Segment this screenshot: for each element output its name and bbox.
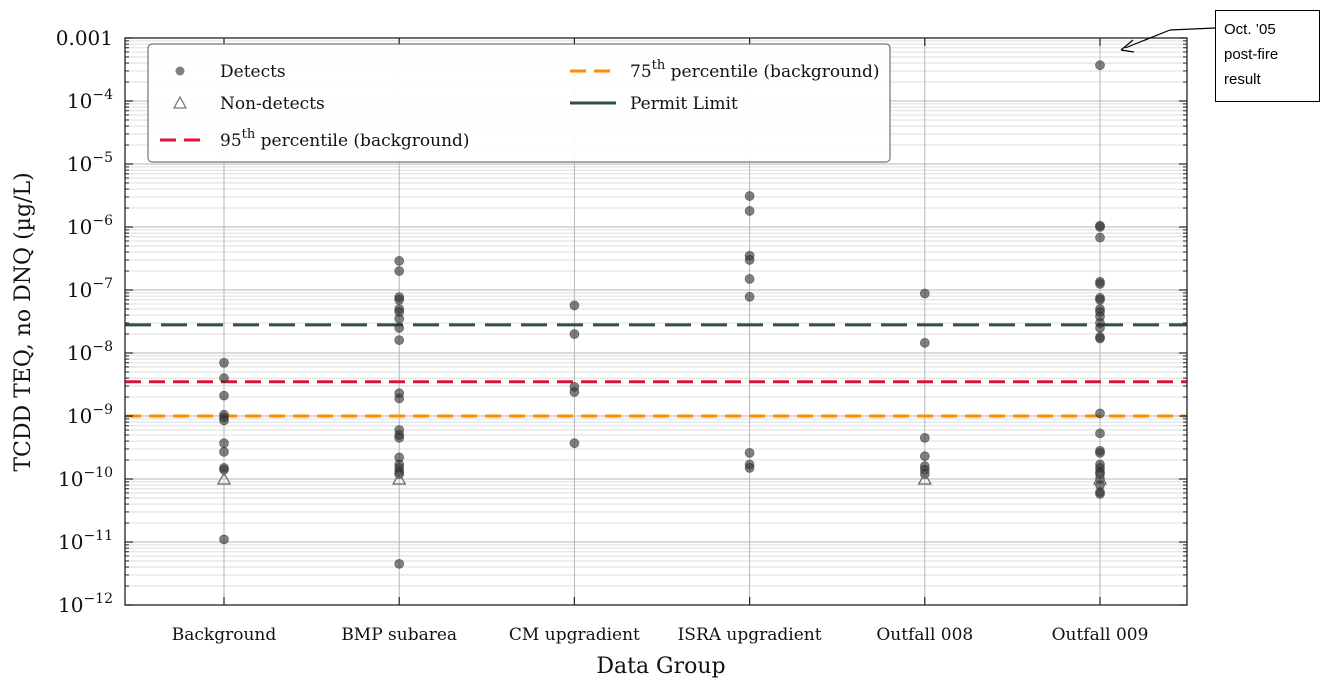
y-tick-label: 10−7 xyxy=(67,276,113,302)
detect-point xyxy=(1095,294,1105,305)
detect-point xyxy=(394,313,405,324)
annotation-callout: Oct. ’05 post-fire result xyxy=(1215,10,1320,102)
detect-point xyxy=(1095,323,1105,333)
detect-point xyxy=(744,291,755,302)
detect-point xyxy=(569,387,580,397)
detect-point xyxy=(1095,232,1105,243)
detect-point xyxy=(219,390,229,401)
y-axis-title: TCDD TEQ, no DNQ (µg/L) xyxy=(11,172,36,471)
callout-arrow xyxy=(1120,27,1216,53)
detect-point xyxy=(1095,428,1105,439)
detect-point xyxy=(744,191,755,201)
detect-point xyxy=(744,447,755,458)
x-tick-labels: Background BMP subarea CM upgradient ISRA u… xyxy=(172,625,1149,645)
detect-point xyxy=(394,393,405,404)
x-tick-label: BMP subarea xyxy=(341,625,457,645)
x-tick-label: Background xyxy=(172,625,277,645)
annotation-line: result xyxy=(1224,71,1261,88)
y-tick-label: 10−8 xyxy=(67,339,113,365)
y-tick-label: 10−4 xyxy=(67,87,113,113)
non-detect-point xyxy=(392,471,407,485)
plot-frame xyxy=(124,37,1188,606)
detect-point xyxy=(1095,333,1105,344)
detect-point xyxy=(744,463,755,473)
detect-point xyxy=(1095,489,1105,499)
x-tick-label: Outfall 009 xyxy=(1052,625,1149,645)
detect-point xyxy=(219,373,229,383)
detect-point xyxy=(1095,447,1105,458)
detect-point xyxy=(744,274,755,284)
detect-point xyxy=(744,255,755,265)
detect-point xyxy=(394,255,405,266)
legend-label: Non-detects xyxy=(220,94,325,114)
detect-point xyxy=(569,438,580,449)
y-tick-label: 10−6 xyxy=(67,213,113,239)
detect-point xyxy=(919,451,930,462)
detect-point xyxy=(394,558,405,569)
reference-lines xyxy=(125,323,1187,418)
x-tick-label: CM upgradient xyxy=(509,625,640,645)
data-points xyxy=(216,60,1108,569)
y-tick-label: 0.001 xyxy=(56,26,113,50)
legend-marker-detects xyxy=(175,66,185,76)
detect-point xyxy=(219,415,229,426)
detect-point xyxy=(744,206,755,216)
non-detect-point xyxy=(917,471,932,485)
non-detect-point xyxy=(1092,471,1108,485)
y-tick-label: 10−5 xyxy=(67,150,113,176)
detect-point xyxy=(569,329,580,339)
legend: Detects Non-detects 95th percentile (backg… xyxy=(147,43,891,163)
legend-label: Detects xyxy=(220,62,286,82)
detect-point xyxy=(1095,222,1105,232)
detect-point xyxy=(1095,408,1105,419)
detect-point xyxy=(394,294,405,305)
legend-label: Permit Limit xyxy=(630,94,738,114)
legend-marker-nondetects xyxy=(172,95,188,109)
detect-point xyxy=(394,323,405,333)
y-tick-label: 10−10 xyxy=(58,465,113,491)
axis-ticks xyxy=(125,37,1187,606)
x-tick-label: Outfall 008 xyxy=(876,625,973,645)
detect-point xyxy=(919,288,930,299)
legend-label: 95th percentile (background) xyxy=(220,127,470,151)
y-tick-label: 10−12 xyxy=(58,591,113,617)
y-tick-label: 10−11 xyxy=(58,528,113,554)
detect-point xyxy=(219,534,229,545)
detect-point xyxy=(219,438,229,449)
annotation-line: post-fire xyxy=(1224,46,1279,63)
detect-point xyxy=(919,337,930,348)
annotation-line: Oct. ’05 xyxy=(1224,21,1276,38)
detect-point xyxy=(1095,278,1105,289)
y-tick-labels: 10−12 10−11 10−10 10−9 10−8 10−7 10−6 10−5 10−4 0… xyxy=(56,26,113,617)
detect-point xyxy=(1095,60,1105,71)
detect-point xyxy=(394,335,405,346)
detect-point xyxy=(219,357,229,368)
y-tick-label: 10−9 xyxy=(67,402,113,428)
detect-point xyxy=(394,432,405,443)
detect-point xyxy=(919,432,930,443)
detect-point xyxy=(569,300,580,311)
legend-box xyxy=(147,43,891,163)
x-tick-label: ISRA upgradient xyxy=(678,625,822,645)
x-axis-title: Data Group xyxy=(596,654,725,679)
legend-label: 75th percentile (background) xyxy=(630,58,880,82)
non-detect-point xyxy=(216,471,232,485)
detect-point xyxy=(394,266,405,276)
detect-point xyxy=(219,446,229,457)
